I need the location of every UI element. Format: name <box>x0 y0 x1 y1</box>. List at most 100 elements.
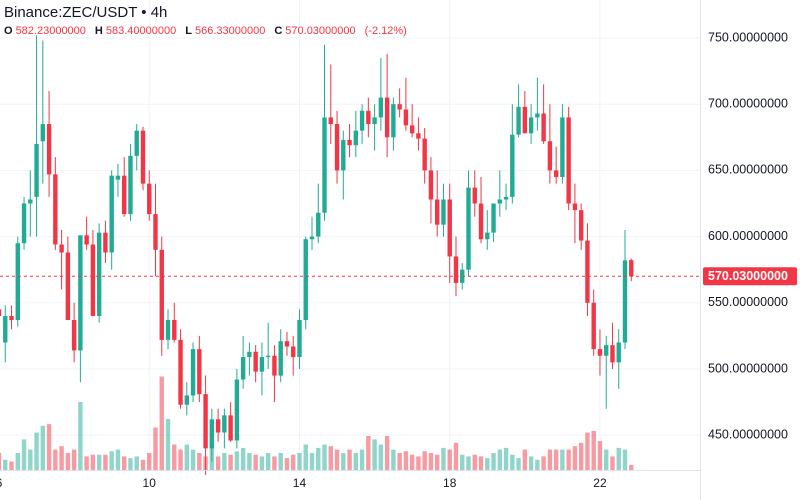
volume-bar <box>485 458 490 470</box>
candle-body <box>347 139 352 146</box>
y-tick-label: 700.00000000 <box>708 96 788 110</box>
candle-body <box>585 240 590 303</box>
candle-body <box>147 183 152 215</box>
volume-bar <box>610 456 615 470</box>
candle-body <box>309 236 315 240</box>
volume-bar <box>109 451 114 470</box>
candle-body <box>510 134 515 197</box>
volume-bar <box>278 453 283 470</box>
candle-body <box>629 260 634 277</box>
candle-body <box>122 175 127 215</box>
ohlc-legend: O 582.23000000 H 583.40000000 L 566.33000000 C… <box>4 23 407 39</box>
last-price-label: 570.03000000 <box>708 269 788 283</box>
candle-body <box>71 319 77 351</box>
volume-bar <box>472 454 477 470</box>
candle-body <box>197 349 202 395</box>
volume-bar <box>21 439 27 470</box>
volume-bar <box>247 453 252 470</box>
volume-bars <box>0 376 634 470</box>
volume-bar <box>215 456 221 470</box>
volume-bar <box>478 456 484 470</box>
volume-bar <box>90 454 96 470</box>
volume-bar <box>591 430 596 470</box>
candle-body <box>372 117 377 125</box>
chart-header: Binance:ZEC/USDT • 4h O 582.23000000 H 583.… <box>4 3 407 39</box>
volume-bar <box>566 449 571 470</box>
candle-body <box>416 133 421 139</box>
candle-body <box>78 235 83 351</box>
candle-body <box>109 175 114 253</box>
volume-bar <box>228 454 233 470</box>
volume-bar <box>616 447 621 470</box>
candle-body <box>21 203 27 244</box>
candle-body <box>334 124 340 171</box>
volume-bar <box>428 453 434 470</box>
volume-bar <box>134 456 139 470</box>
candle-body <box>172 319 177 340</box>
volume-bar <box>309 453 315 470</box>
volume-bar <box>71 449 77 470</box>
candle-body <box>341 139 346 171</box>
x-tick-label: 22 <box>593 476 607 490</box>
candle-body <box>409 125 415 134</box>
ohlc-label: H <box>94 25 103 37</box>
volume-bar <box>159 376 164 470</box>
volume-bar <box>491 453 496 470</box>
candle-body <box>40 124 46 142</box>
volume-bar <box>353 453 359 470</box>
volume-bar <box>460 454 465 470</box>
candle-body <box>610 345 615 363</box>
volume-bar <box>597 441 603 470</box>
candle-body <box>384 97 390 138</box>
candle-body <box>353 130 359 146</box>
volume-bar <box>265 453 271 470</box>
volume-bar <box>416 456 421 470</box>
volume-bar <box>240 447 246 470</box>
candle-body <box>15 243 20 320</box>
volume-bar <box>553 449 559 470</box>
volume-bar <box>322 444 327 470</box>
candle-body <box>165 319 171 340</box>
y-tick-label: 650.00000000 <box>708 163 788 177</box>
volume-bar <box>560 449 565 470</box>
volume-bar <box>259 456 265 470</box>
volume-bar <box>397 453 402 470</box>
y-tick-label: 750.00000000 <box>708 30 788 44</box>
candle-body <box>560 117 565 178</box>
candle-body <box>134 130 139 156</box>
volume-bar <box>541 456 546 470</box>
ohlc-value: 566.33000000 <box>194 25 266 37</box>
candle-body <box>253 351 258 372</box>
candle-body <box>391 104 396 138</box>
volume-bar <box>447 449 452 470</box>
candle-body <box>90 244 96 317</box>
chart-title: Binance:ZEC/USDT • 4h <box>4 4 168 21</box>
volume-bar <box>503 447 509 470</box>
volume-bar <box>359 449 365 470</box>
candle-body <box>153 214 158 250</box>
candle-body <box>516 106 521 135</box>
candle-body <box>397 104 402 110</box>
x-tick-label: 14 <box>293 476 307 490</box>
candle-body <box>215 419 221 433</box>
volume-bar <box>510 454 515 470</box>
candle-body <box>572 203 578 211</box>
volume-bar <box>341 453 346 470</box>
candle-body <box>240 357 246 380</box>
candle-body <box>485 232 490 240</box>
candle-body <box>491 203 496 233</box>
candle-body <box>472 187 477 204</box>
volume-bar <box>184 444 189 470</box>
volume-bar <box>334 449 340 470</box>
candle-body <box>597 349 603 356</box>
candle-body <box>209 419 215 449</box>
volume-bar <box>40 425 46 470</box>
candle-body <box>59 244 64 253</box>
volume-bar <box>197 453 202 470</box>
volume-bar <box>535 459 540 470</box>
volume-bar <box>284 458 290 470</box>
candle-body <box>522 106 528 134</box>
volume-bar <box>516 458 521 470</box>
